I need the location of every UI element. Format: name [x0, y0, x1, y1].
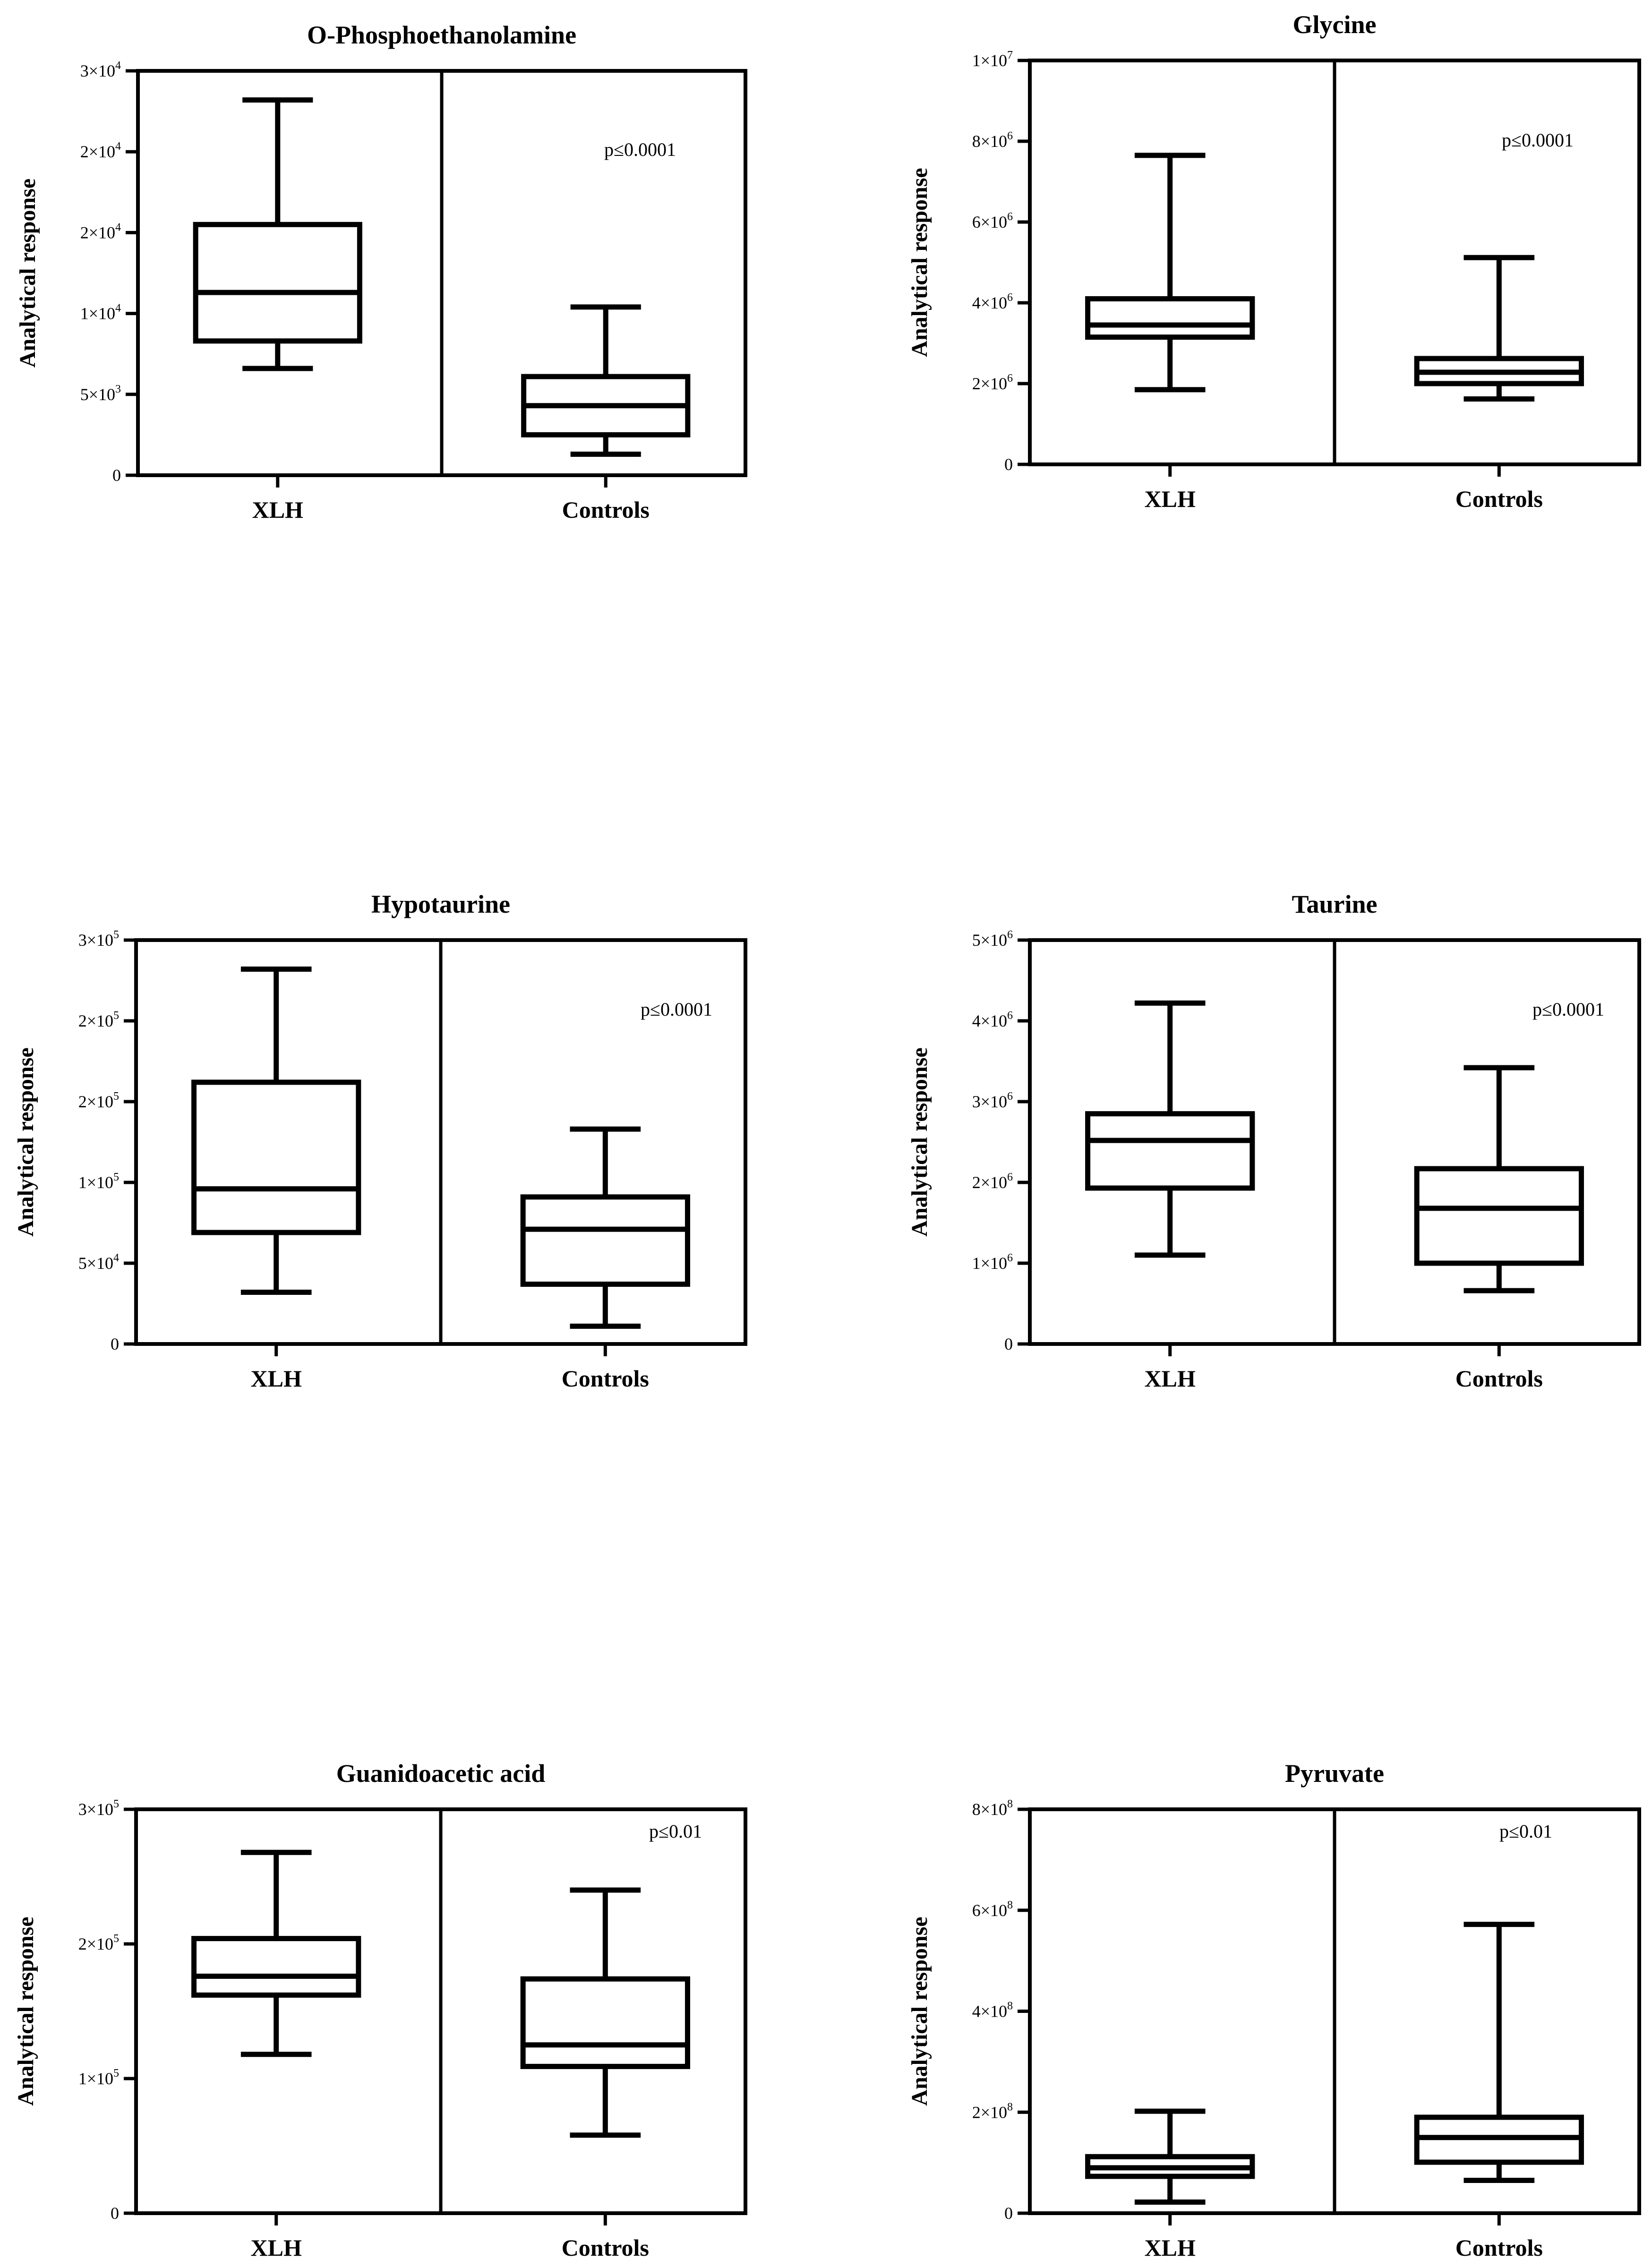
- y-tick-label: 6×108: [972, 1899, 1013, 1920]
- x-category-label-controls: Controls: [562, 2234, 649, 2261]
- y-axis-label: Analytical response: [907, 168, 932, 357]
- box-controls: [1414, 1065, 1584, 1293]
- box-iqr: [1414, 1166, 1584, 1266]
- y-tick-label: 0: [111, 2204, 119, 2223]
- box-iqr: [191, 1079, 361, 1235]
- y-tick-label: 0: [1004, 455, 1013, 474]
- y-tick-label: 2×104: [80, 221, 121, 242]
- x-category-label-controls: Controls: [1455, 2234, 1543, 2261]
- chart-panel-6: Pyruvate Analytical response 0 2×108 4×108 6×…: [907, 1759, 1641, 2261]
- box-xlh: [193, 97, 362, 371]
- y-tick-label: 1×107: [972, 49, 1013, 70]
- y-tick-label: 4×106: [972, 1010, 1013, 1030]
- x-category-label-xlh: XLH: [252, 496, 303, 523]
- box-xlh: [1085, 2108, 1255, 2205]
- x-category-label-xlh: XLH: [251, 1365, 302, 1392]
- x-category-label-xlh: XLH: [1145, 1365, 1196, 1392]
- chart-title: Guanidoacetic acid: [336, 1759, 546, 1788]
- y-tick-label: 2×106: [972, 1171, 1013, 1192]
- y-tick-label: 1×106: [972, 1252, 1013, 1273]
- box-xlh: [191, 967, 361, 1295]
- box-iqr: [520, 1976, 690, 2069]
- y-tick-label: 0: [1004, 1335, 1013, 1353]
- box-xlh: [1085, 1000, 1255, 1258]
- y-tick-label: 2×105: [78, 1090, 119, 1111]
- y-tick-label: 1×105: [78, 2067, 119, 2088]
- x-category-label-controls: Controls: [562, 1365, 649, 1392]
- y-tick-label: 5×103: [80, 383, 121, 404]
- x-category-label-controls: Controls: [1455, 486, 1543, 512]
- y-tick-label: 0: [112, 466, 121, 485]
- y-tick-label: 4×108: [972, 2000, 1013, 2021]
- p-value-annotation: p≤0.0001: [1502, 129, 1574, 151]
- y-tick-label: 6×106: [972, 211, 1013, 231]
- box-controls: [521, 304, 691, 457]
- box-iqr: [1085, 296, 1255, 340]
- y-axis-label: Analytical response: [907, 1047, 932, 1236]
- box-iqr: [520, 1194, 690, 1287]
- chart-title: Pyruvate: [1285, 1759, 1384, 1788]
- y-axis-label: Analytical response: [15, 179, 40, 368]
- chart-panel-5: Guanidoacetic acid Analytical response 0 1×…: [13, 1759, 747, 2261]
- chart-panel-4: Taurine Analytical response 0 1×106 2×106 3×1…: [907, 890, 1641, 1392]
- p-value-annotation: p≤0.01: [1499, 1821, 1552, 1842]
- x-category-label-xlh: XLH: [251, 2234, 302, 2261]
- box-iqr: [193, 222, 362, 344]
- y-axis-label: Analytical response: [13, 1047, 38, 1236]
- y-tick-label: 3×105: [78, 929, 119, 950]
- box-iqr: [191, 1936, 361, 1998]
- y-axis-label: Analytical response: [907, 1917, 932, 2105]
- y-tick-label: 8×108: [972, 1798, 1013, 1819]
- y-tick-label: 2×108: [972, 2101, 1013, 2122]
- box-iqr: [1085, 1111, 1255, 1191]
- y-tick-label: 2×104: [80, 140, 121, 161]
- y-tick-label: 5×106: [972, 929, 1013, 950]
- y-tick-label: 4×106: [972, 291, 1013, 312]
- box-controls: [520, 1887, 690, 2138]
- y-tick-label: 2×106: [972, 372, 1013, 393]
- y-tick-label: 0: [111, 1335, 119, 1353]
- y-tick-label: 2×105: [78, 1933, 119, 1953]
- x-category-label-xlh: XLH: [1145, 486, 1196, 512]
- y-tick-label: 8×106: [972, 130, 1013, 151]
- chart-panel-1: O-Phosphoethanolamine Analytical response…: [15, 21, 747, 523]
- chart-title: Taurine: [1292, 890, 1377, 918]
- y-tick-label: 1×105: [78, 1171, 119, 1192]
- x-category-label-controls: Controls: [1455, 1365, 1543, 1392]
- chart-title: O-Phosphoethanolamine: [307, 21, 576, 49]
- y-tick-label: 5×104: [78, 1252, 119, 1273]
- box-controls: [1414, 1922, 1584, 2183]
- box-controls: [520, 1126, 690, 1329]
- p-value-annotation: p≤0.0001: [1532, 999, 1604, 1020]
- chart-title: Glycine: [1293, 10, 1377, 39]
- y-tick-label: 1×104: [80, 302, 121, 323]
- y-tick-label: 3×105: [78, 1798, 119, 1819]
- chart-title: Hypotaurine: [371, 890, 510, 918]
- y-tick-label: 0: [1004, 2204, 1013, 2223]
- p-value-annotation: p≤0.0001: [641, 999, 712, 1020]
- chart-panel-2: Glycine Analytical response 0 2×106 4×106 6×1…: [907, 10, 1641, 512]
- box-xlh: [1085, 153, 1255, 393]
- y-tick-label: 2×105: [78, 1010, 119, 1030]
- x-category-label-xlh: XLH: [1145, 2234, 1196, 2261]
- y-axis-label: Analytical response: [13, 1917, 38, 2105]
- p-value-annotation: p≤0.01: [649, 1821, 702, 1842]
- y-tick-label: 3×104: [80, 60, 121, 80]
- box-controls: [1414, 255, 1584, 402]
- y-tick-label: 3×106: [972, 1090, 1013, 1111]
- box-xlh: [191, 1849, 361, 2057]
- chart-panel-3: Hypotaurine Analytical response 0 5×104 1×10…: [13, 890, 747, 1392]
- x-category-label-controls: Controls: [562, 496, 650, 523]
- p-value-annotation: p≤0.0001: [604, 139, 676, 160]
